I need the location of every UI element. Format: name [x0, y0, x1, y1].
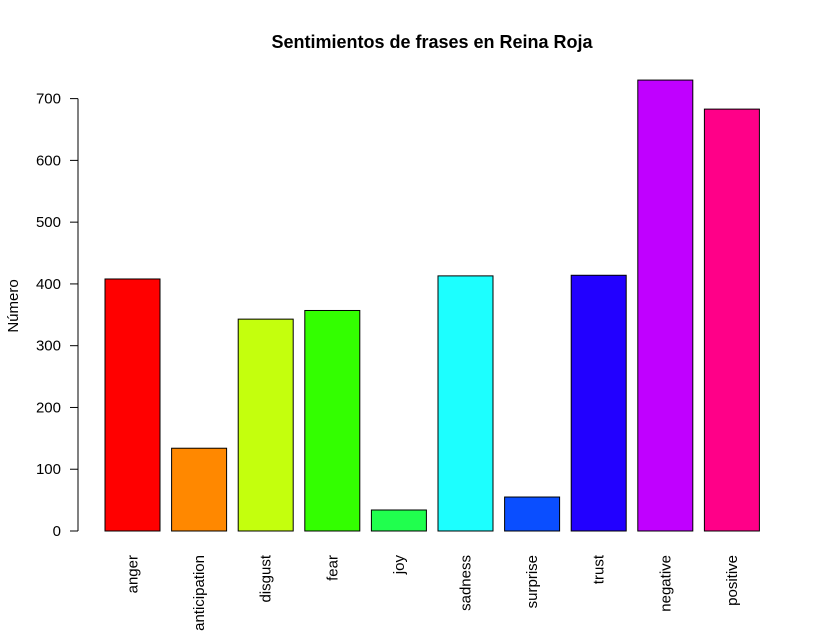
y-tick-label: 200 — [36, 399, 61, 416]
chart-title: Sentimientos de frases en Reina Roja — [271, 32, 593, 52]
bar-anticipation — [171, 447, 228, 532]
y-tick-label: 0 — [53, 523, 61, 540]
y-tick-label: 500 — [36, 214, 61, 231]
bar-fear — [304, 309, 361, 532]
bar-sadness — [437, 275, 494, 532]
y-tick-label: 300 — [36, 338, 61, 355]
bar-surprise — [504, 496, 561, 532]
bars-group — [104, 79, 760, 532]
x-tick-label-anger: anger — [125, 555, 142, 593]
x-tick-label-disgust: disgust — [258, 554, 275, 602]
y-axis: 0 100 200 300 400 500 600 700 — [36, 91, 79, 540]
bar-disgust — [237, 318, 294, 532]
bar-positive — [703, 108, 760, 532]
bar-anger — [104, 278, 161, 532]
bar-negative — [637, 79, 694, 532]
x-tick-label-negative: negative — [657, 555, 674, 612]
y-tick-label: 400 — [36, 276, 61, 293]
x-axis-labels: anger anticipation disgust fear joy sadness su… — [125, 554, 741, 631]
bar-trust — [570, 274, 627, 532]
x-tick-label-positive: positive — [724, 555, 741, 606]
y-tick-label: 700 — [36, 91, 61, 108]
bar-joy — [370, 509, 427, 532]
x-tick-label-surprise: surprise — [524, 555, 541, 608]
y-tick-label: 100 — [36, 461, 61, 478]
x-tick-label-fear: fear — [324, 555, 341, 581]
x-tick-label-joy: joy — [391, 555, 408, 576]
y-tick-label: 600 — [36, 152, 61, 169]
x-tick-label-trust: trust — [591, 554, 608, 584]
x-tick-label-anticipation: anticipation — [191, 555, 208, 631]
x-tick-label-sadness: sadness — [458, 555, 475, 611]
y-axis-label: Número — [5, 279, 22, 332]
